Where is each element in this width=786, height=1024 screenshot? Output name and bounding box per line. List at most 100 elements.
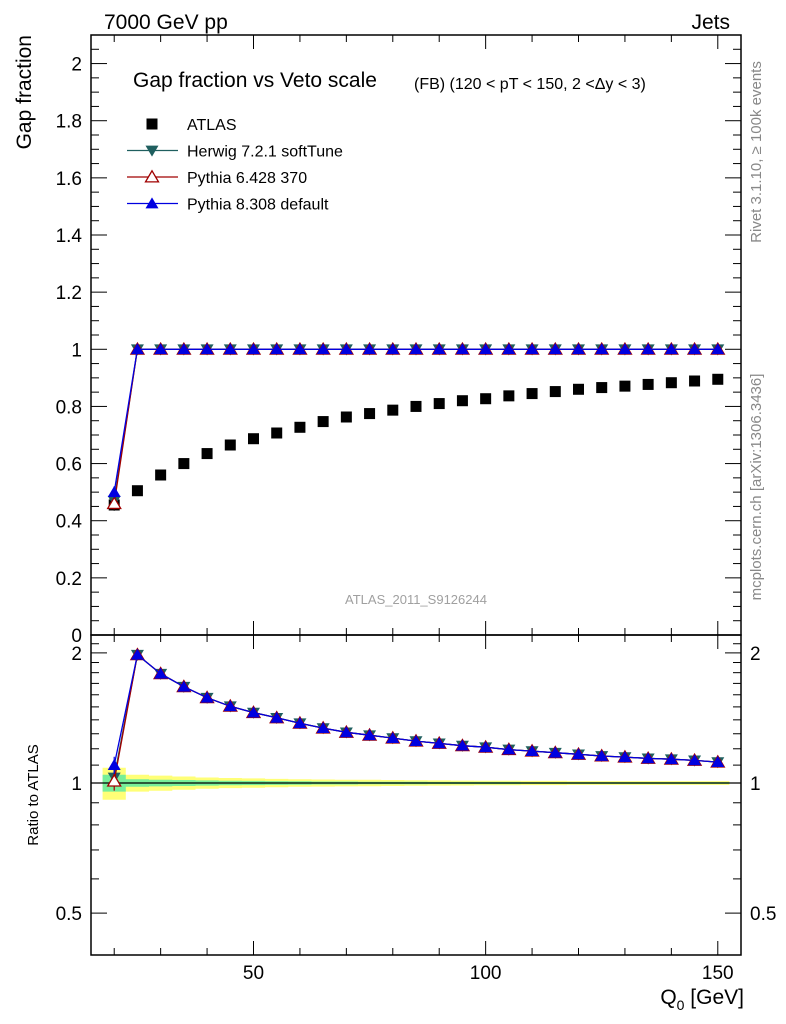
x-tick-label: 150: [702, 963, 734, 984]
main-series-line: [113, 348, 718, 501]
mcplots-label: mcplots.cern.ch [arXiv:1306.3436]: [748, 374, 765, 601]
main-subtitle: (FB) (120 < pT < 150, 2 <Δy < 3): [414, 76, 646, 93]
main-point: [271, 427, 283, 439]
ratio-frame: [90, 634, 742, 956]
main-point: [711, 343, 725, 355]
legend-item: ATLAS: [146, 117, 237, 134]
ratio-point: [711, 755, 725, 767]
main-point: [596, 382, 608, 394]
main-series-2: [106, 341, 726, 510]
main-point: [317, 416, 329, 428]
legend-label: Herwig 7.2.1 softTune: [187, 144, 343, 161]
ratio-y-tick-label: 1: [71, 774, 82, 795]
main-point: [642, 378, 654, 390]
main-point: [665, 377, 677, 389]
main-point: [688, 343, 702, 355]
ratio-point: [572, 748, 585, 760]
ratio-point: [177, 680, 191, 692]
main-point: [387, 404, 399, 416]
main-point: [339, 343, 353, 355]
main-point: [619, 380, 631, 392]
main-point: [433, 398, 445, 410]
main-ylabel: Gap fraction: [13, 35, 36, 149]
y-tick-label: 1.6: [56, 169, 82, 190]
x-tick-label: 50: [243, 963, 264, 984]
ratio-y-tick-label-right: 2: [750, 644, 761, 665]
header-right-label: Jets: [691, 11, 730, 34]
main-point: [364, 408, 376, 420]
ratio-point: [247, 706, 260, 718]
header-left-label: 7000 GeV pp: [104, 11, 228, 34]
main-point: [177, 343, 191, 355]
main-point: [618, 343, 632, 355]
main-point: [200, 343, 214, 355]
main-series-line: [113, 348, 718, 504]
y-tick-label: 2: [71, 55, 82, 76]
main-point: [363, 343, 377, 355]
main-point: [293, 343, 307, 355]
legend: ATLAS Herwig 7.2.1 softTune Pythia 6.428 3…: [127, 117, 343, 214]
main-series-line: [113, 348, 718, 493]
ratio-point: [548, 746, 562, 758]
ratio-point: [223, 700, 237, 712]
ratio-point: [664, 753, 678, 765]
ratio-point: [107, 758, 121, 770]
y-tick-label: 0.8: [56, 397, 82, 418]
ratio-point: [154, 667, 168, 679]
main-series-0: [108, 373, 724, 511]
legend-marker: [144, 169, 160, 183]
ratio-point: [293, 717, 307, 729]
x-tick-label: 100: [470, 963, 502, 984]
ratio-point: [409, 734, 423, 746]
main-point: [549, 386, 561, 398]
ratio-point: [502, 743, 516, 755]
main-point: [316, 343, 330, 355]
main-point: [548, 343, 562, 355]
main-point: [178, 458, 190, 470]
main-point: [664, 343, 678, 355]
main-point: [224, 439, 236, 451]
ratio-ylabel: Ratio to ATLAS: [25, 744, 42, 845]
main-point: [248, 433, 259, 445]
main-point: [641, 343, 655, 355]
main-point: [525, 343, 539, 355]
main-point: [155, 469, 167, 481]
main-title: Gap fraction vs Veto scale: [133, 69, 377, 92]
main-point: [432, 343, 446, 355]
main-series-1: [107, 344, 725, 507]
ratio-point: [316, 721, 330, 733]
x-axis-label-unit: [GeV]: [684, 986, 744, 1009]
main-point: [503, 390, 515, 402]
ratio-point: [688, 754, 702, 766]
ratio-y-tick-label-right: 1: [750, 774, 761, 795]
main-point: [386, 343, 400, 355]
rivet-label: Rivet 3.1.10, ≥ 100k events: [748, 61, 765, 243]
legend-item: Pythia 8.308 default: [127, 197, 329, 214]
ratio-point: [595, 749, 609, 761]
main-point: [106, 496, 122, 510]
legend-marker: [146, 118, 158, 130]
main-point: [107, 485, 121, 498]
main-point: [572, 343, 585, 355]
main-point: [247, 343, 260, 355]
ratio-point: [432, 737, 446, 749]
legend-label: ATLAS: [187, 117, 237, 134]
ratio-point: [455, 739, 469, 751]
ratio-y-tick-label: 0.5: [56, 904, 82, 925]
main-point: [455, 343, 469, 355]
main-point: [409, 343, 423, 355]
legend-item: Pythia 6.428 370: [127, 169, 307, 187]
ratio-y-tick-label: 2: [71, 644, 82, 665]
main-point: [131, 485, 143, 497]
ratio-series-1: [106, 647, 726, 791]
ratio-point: [363, 729, 377, 741]
main-point: [340, 411, 352, 423]
ratio-point: [270, 711, 284, 723]
y-tick-label: 1.4: [56, 226, 83, 247]
ratio-y-tick-label-right: 0.5: [750, 904, 776, 925]
main-point: [154, 343, 168, 355]
main-point: [479, 343, 493, 355]
y-tick-label: 0.6: [56, 455, 82, 476]
main-point: [223, 343, 237, 355]
main-point: [294, 421, 306, 433]
